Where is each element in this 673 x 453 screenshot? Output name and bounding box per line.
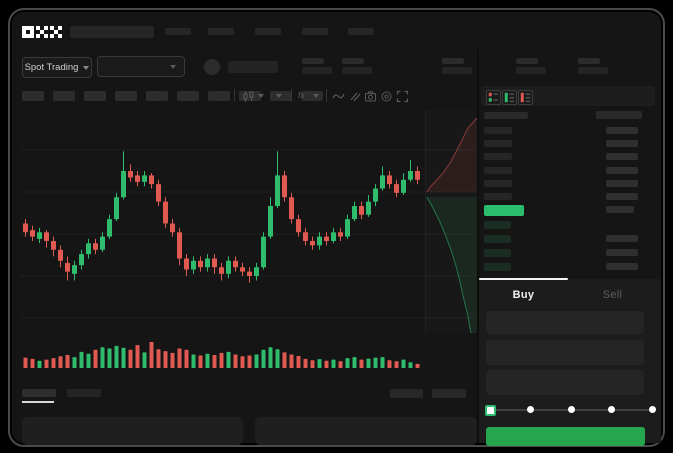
coin-avatar[interactable] (204, 59, 220, 75)
ask-price-placeholder[interactable] (484, 140, 512, 147)
timeframe-button[interactable] (301, 91, 323, 101)
chevron-down-icon[interactable] (313, 94, 319, 98)
book-asks-icon[interactable] (518, 90, 533, 105)
bid-amount-placeholder (606, 249, 638, 256)
timeframe-button[interactable] (146, 91, 168, 101)
book-combined-icon[interactable] (486, 90, 501, 105)
ask-price-placeholder[interactable] (484, 153, 512, 160)
settings-gear-icon[interactable] (380, 90, 393, 103)
stat-label-placeholder (342, 58, 364, 64)
timeframe-button[interactable] (22, 91, 44, 101)
panel-divider (477, 50, 479, 443)
divider (234, 89, 235, 102)
nav-item-placeholder[interactable] (348, 28, 374, 35)
slider-stop[interactable] (527, 406, 534, 413)
chevron-down-icon (170, 64, 176, 69)
chart-style-chevron-icon[interactable] (276, 94, 282, 98)
timeframe-button[interactable] (53, 91, 75, 101)
okx-logo[interactable] (22, 25, 62, 39)
tab-sell[interactable]: Sell (602, 289, 623, 301)
stat-label-placeholder (302, 58, 324, 64)
camera-icon[interactable] (364, 90, 377, 103)
ask-amount-placeholder (606, 153, 638, 160)
slider-stop[interactable] (568, 406, 575, 413)
candle-type-icon[interactable] (242, 90, 255, 103)
last-price-amount-placeholder (606, 206, 634, 213)
bottom-tab-indicator (22, 401, 54, 403)
orderbook-header-amount (596, 111, 642, 119)
timeframe-button[interactable] (84, 91, 106, 101)
line-drawing-icon[interactable] (332, 90, 345, 103)
bid-price-placeholder[interactable] (484, 263, 511, 271)
pair-search-placeholder[interactable] (70, 26, 154, 38)
ask-amount-placeholder (606, 180, 638, 187)
stat-value-placeholder (302, 67, 332, 74)
active-tab-indicator (479, 278, 568, 280)
timeframe-button[interactable] (208, 91, 230, 101)
bottom-tab-open-orders[interactable] (22, 389, 56, 397)
nav-item-placeholder[interactable] (165, 28, 191, 35)
ask-price-placeholder[interactable] (484, 180, 512, 187)
divider (326, 89, 327, 102)
last-price-highlight[interactable] (484, 205, 524, 216)
stat-label-placeholder (442, 58, 464, 64)
bottom-action-chip[interactable] (390, 389, 423, 398)
slider-stop[interactable] (649, 406, 656, 413)
pair-name-placeholder (228, 61, 278, 73)
stat-value-placeholder (578, 67, 608, 74)
stat-value-placeholder (342, 67, 372, 74)
price-input[interactable] (486, 311, 644, 334)
nav-item-placeholder[interactable] (208, 28, 234, 35)
orderbook-header-price (484, 112, 528, 119)
bottom-tab-order-history[interactable] (67, 389, 101, 397)
stat-label-placeholder (516, 58, 538, 64)
tab-buy[interactable]: Buy (512, 289, 535, 301)
ask-price-placeholder[interactable] (484, 193, 512, 200)
indicators-icon[interactable]: fx (298, 90, 305, 100)
total-input[interactable] (486, 370, 644, 395)
amount-input[interactable] (486, 340, 644, 365)
nav-item-placeholder[interactable] (255, 28, 281, 35)
fullscreen-icon[interactable] (396, 90, 409, 103)
orders-table-placeholder (255, 417, 477, 445)
timeframe-button[interactable] (115, 91, 137, 101)
ask-amount-placeholder (606, 167, 638, 174)
orders-table-placeholder (22, 417, 243, 445)
book-bids-icon[interactable] (502, 90, 517, 105)
market-type-dropdown[interactable]: Spot Trading (22, 57, 92, 78)
ask-price-placeholder[interactable] (484, 127, 512, 134)
submit-buy-button[interactable] (486, 427, 645, 446)
bid-price-placeholder[interactable] (484, 221, 511, 229)
chevron-down-icon (83, 65, 90, 70)
bid-price-placeholder[interactable] (484, 249, 511, 257)
nav-item-placeholder[interactable] (302, 28, 328, 35)
ask-amount-placeholder (606, 193, 638, 200)
bid-price-placeholder[interactable] (484, 235, 511, 243)
market-type-label: Spot Trading (24, 62, 79, 73)
timeframe-button[interactable] (177, 91, 199, 101)
ask-amount-placeholder (606, 127, 638, 134)
ask-price-placeholder[interactable] (484, 167, 512, 174)
eraser-icon[interactable] (348, 90, 361, 103)
divider (291, 89, 292, 102)
bid-amount-placeholder (606, 263, 638, 270)
bottom-action-chip[interactable] (432, 389, 466, 398)
chevron-down-icon[interactable] (258, 94, 264, 98)
stat-value-placeholder (442, 67, 472, 74)
ask-amount-placeholder (606, 140, 638, 147)
stat-label-placeholder (578, 58, 600, 64)
pair-select[interactable] (97, 56, 185, 77)
bid-amount-placeholder (606, 235, 638, 242)
slider-stop[interactable] (608, 406, 615, 413)
slider-handle[interactable] (485, 405, 496, 416)
stat-value-placeholder (516, 67, 546, 74)
